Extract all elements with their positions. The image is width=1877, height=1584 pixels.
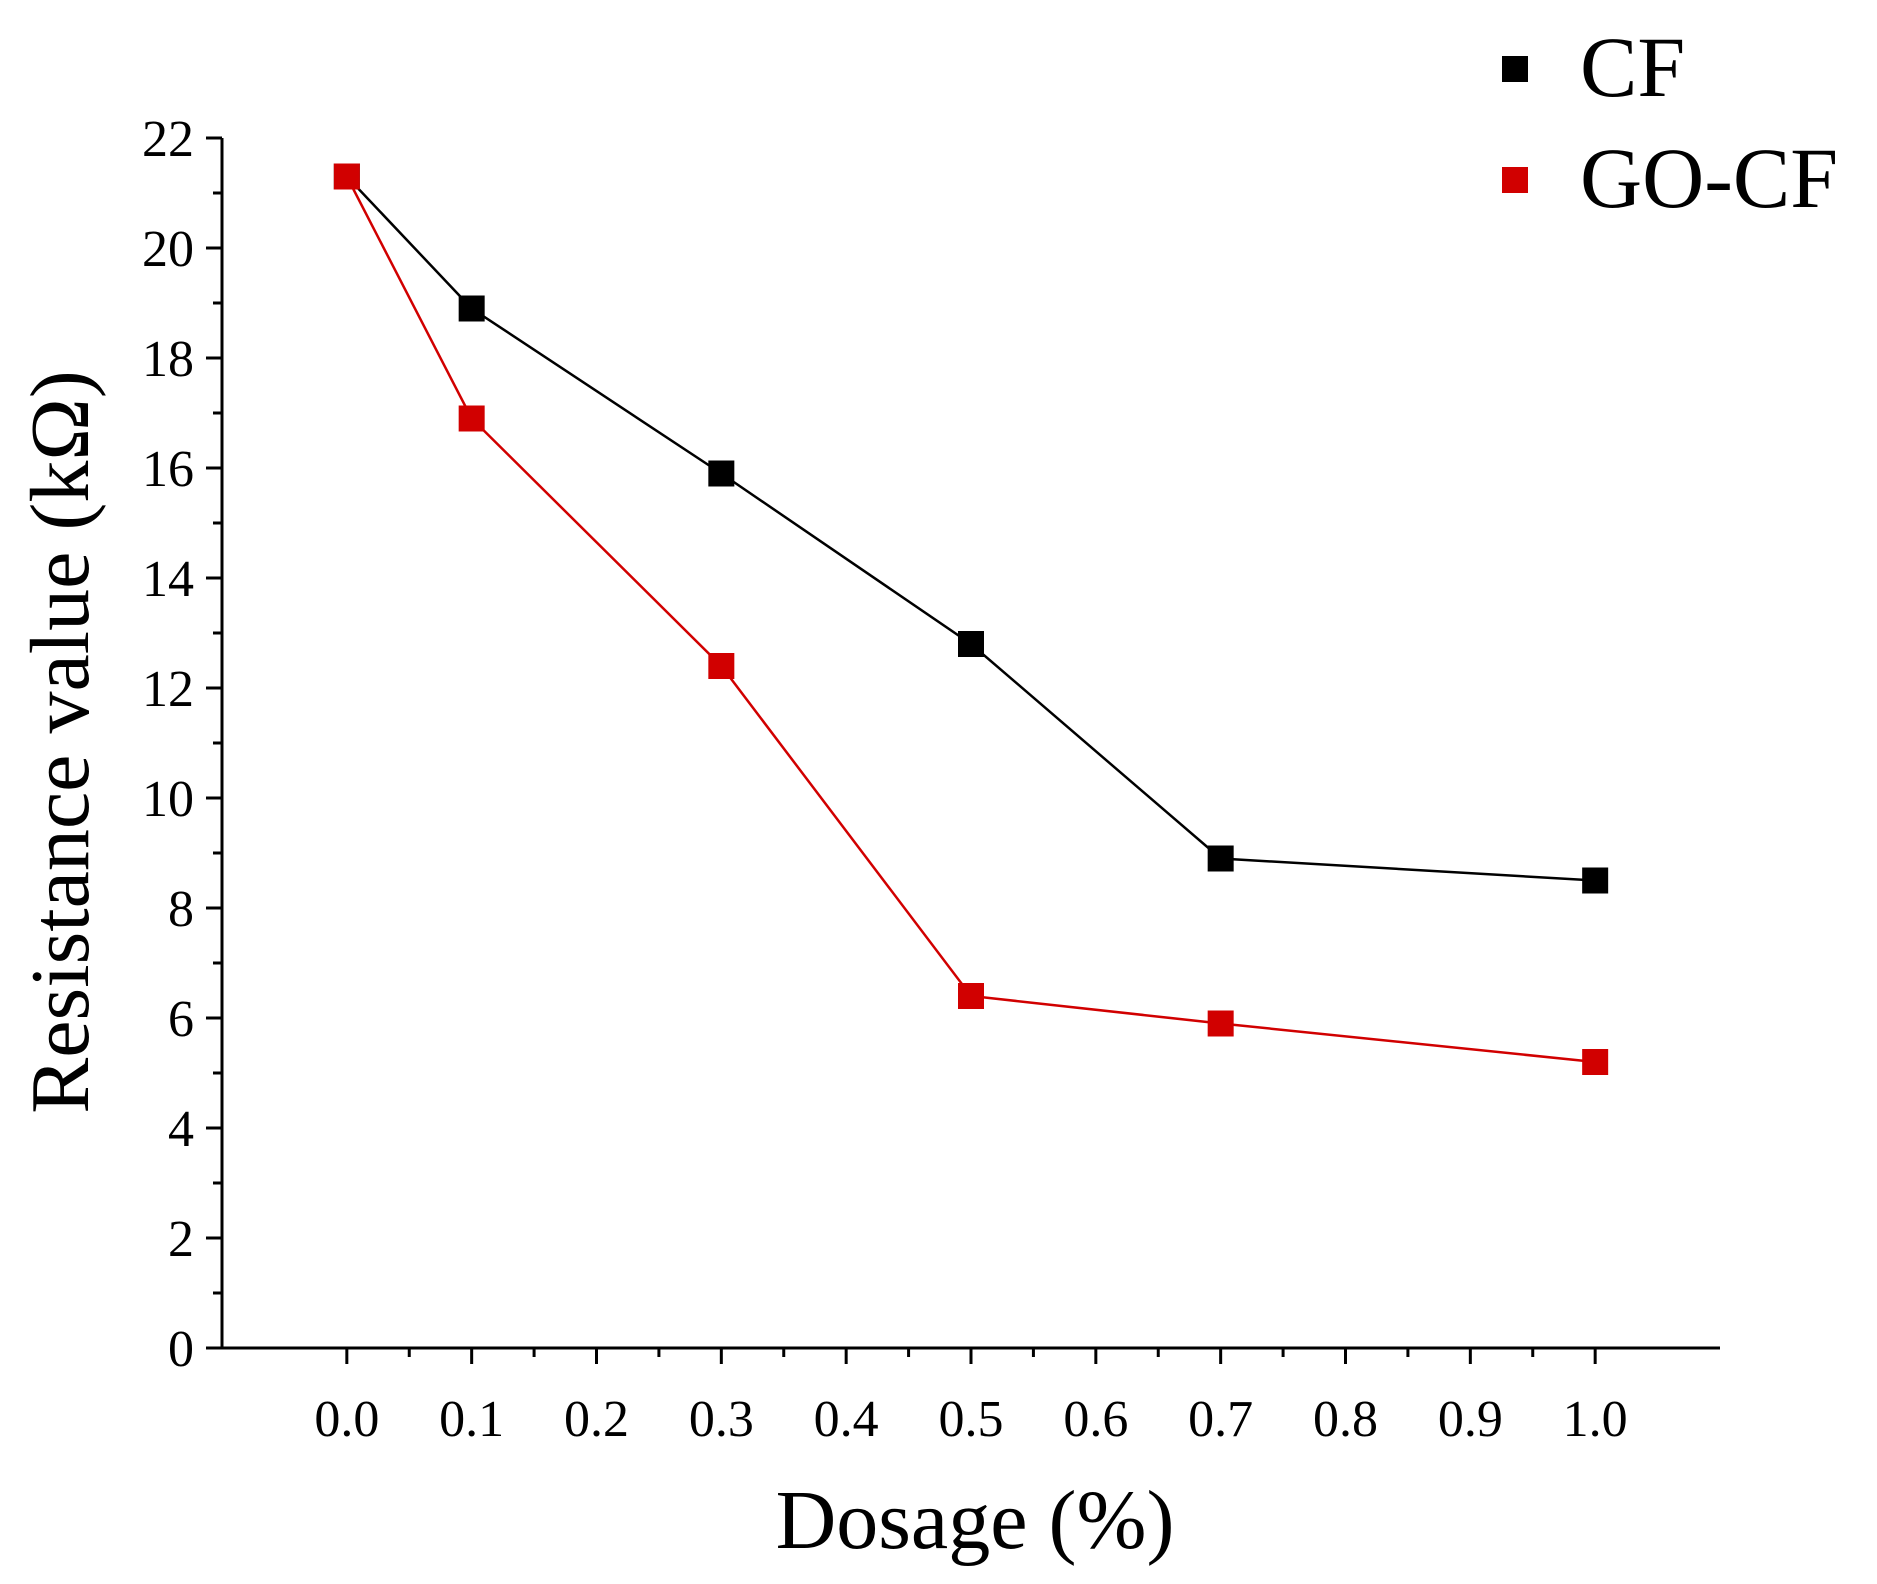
x-ticks: 0.0 0.1 0.2 0.3 0.4 0.5 0.6 0.7 0.8 0.9 1.0 (314, 1348, 1628, 1448)
y-tick-label: 16 (142, 441, 194, 498)
y-ticks: 0 2 4 6 8 10 12 14 16 18 20 22 (142, 111, 222, 1378)
y-tick-label: 8 (168, 881, 194, 938)
data-point-go-cf (708, 653, 735, 679)
data-point-go-cf (333, 163, 360, 190)
x-tick-label: 0.6 (1063, 1391, 1128, 1448)
y-tick-label: 12 (142, 661, 194, 718)
data-point-cf (708, 460, 735, 487)
y-tick-label: 4 (168, 1101, 194, 1158)
y-tick-label: 2 (168, 1211, 194, 1268)
data-point-go-cf (458, 405, 485, 432)
y-tick-label: 20 (142, 221, 194, 278)
x-tick-label: 0.3 (689, 1391, 754, 1448)
y-tick-label: 22 (142, 111, 194, 168)
y-tick-label: 14 (142, 551, 194, 608)
data-point-go-cf (958, 983, 984, 1009)
series-line-cf (345, 175, 1596, 882)
x-tick-label: 1.0 (1563, 1391, 1628, 1448)
y-tick-label: 6 (168, 991, 194, 1048)
data-point-go-cf (1207, 1010, 1234, 1037)
legend-marker-cf (1502, 56, 1528, 82)
legend-label-cf: CF (1580, 19, 1685, 115)
data-point-go-cf (1582, 1049, 1609, 1075)
data-point-cf (1207, 845, 1234, 872)
series-layer (333, 163, 1609, 1075)
x-tick-label: 0.0 (314, 1391, 379, 1448)
x-tick-label: 0.8 (1313, 1391, 1378, 1448)
y-axis-title: Resistance value (kΩ) (14, 370, 107, 1114)
legend-label-go-cf: GO-CF (1580, 130, 1838, 226)
series-line-go-cf (345, 175, 1596, 1064)
y-tick-label: 18 (142, 331, 194, 388)
y-tick-label: 10 (142, 771, 194, 828)
legend: CF GO-CF (1502, 19, 1838, 226)
x-tick-label: 0.9 (1438, 1391, 1503, 1448)
x-tick-label: 0.2 (564, 1391, 629, 1448)
x-tick-label: 0.1 (439, 1391, 504, 1448)
x-tick-label: 0.7 (1188, 1391, 1253, 1448)
x-tick-label: 0.4 (814, 1391, 879, 1448)
legend-marker-go-cf (1502, 167, 1528, 193)
data-point-cf (958, 631, 984, 657)
x-tick-label: 0.5 (939, 1391, 1004, 1448)
y-tick-label: 0 (168, 1321, 194, 1378)
data-point-cf (458, 295, 485, 322)
x-axis-title: Dosage (%) (776, 1474, 1175, 1567)
data-point-cf (1582, 867, 1609, 894)
